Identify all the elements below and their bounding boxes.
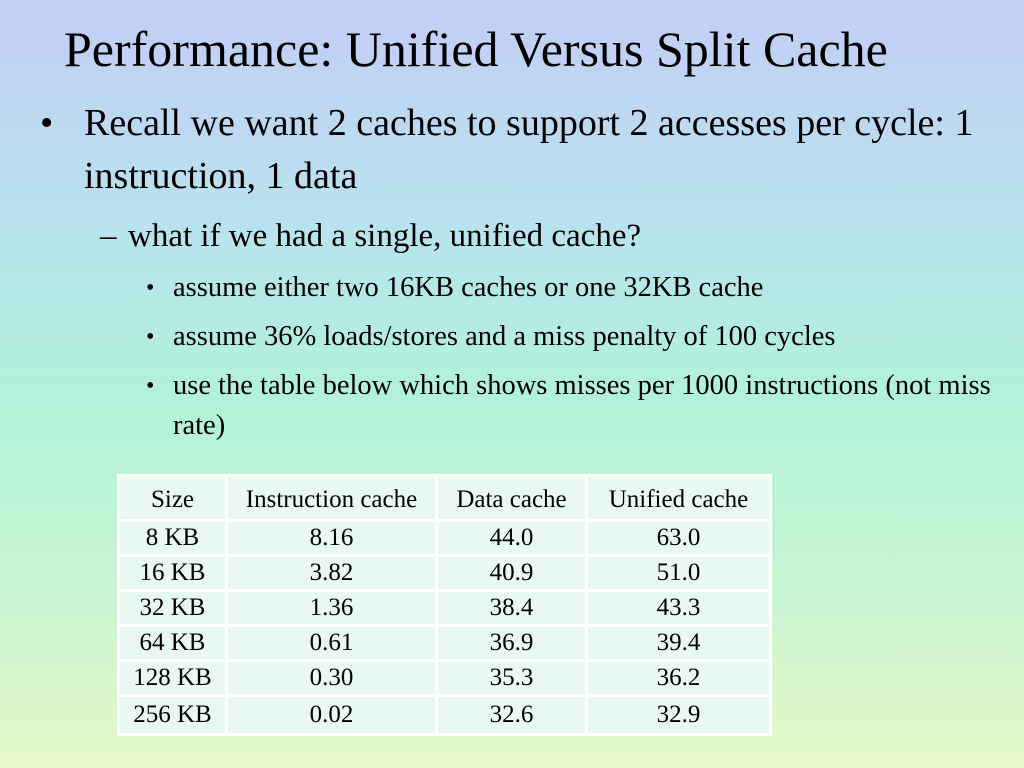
cell-unified: 36.2 (585, 659, 772, 697)
cell-size: 256 KB (117, 694, 228, 736)
table-row: 128 KB 0.30 35.3 36.2 (117, 659, 772, 697)
cell-size: 64 KB (117, 624, 228, 662)
cell-unified: 63.0 (585, 519, 772, 557)
cell-data: 35.3 (435, 659, 588, 697)
bullet-symbol: • (146, 324, 155, 350)
bullet-symbol: • (146, 275, 155, 301)
cell-size: 8 KB (117, 519, 228, 557)
cell-instruction: 1.36 (225, 589, 438, 627)
cell-data: 32.6 (435, 694, 588, 736)
sub-sub-bullet-item: • assume either two 16KB caches or one 3… (146, 268, 1006, 308)
table-row: 32 KB 1.36 38.4 43.3 (117, 589, 772, 627)
cell-instruction: 8.16 (225, 519, 438, 557)
bullet-item: • Recall we want 2 caches to support 2 a… (40, 97, 1010, 203)
cell-instruction: 0.02 (225, 694, 438, 736)
sub-sub-bullet-item: • use the table below which shows misses… (146, 366, 1006, 446)
header-unified-cache: Unified cache (585, 474, 772, 522)
cell-unified: 32.9 (585, 694, 772, 736)
slide-title: Performance: Unified Versus Split Cache (64, 21, 888, 77)
cell-size: 32 KB (117, 589, 228, 627)
bullet-symbol: • (40, 102, 54, 144)
header-instruction-cache: Instruction cache (225, 474, 438, 522)
table-row: 256 KB 0.02 32.6 32.9 (117, 694, 772, 736)
bullet-symbol: • (146, 373, 155, 399)
sub-sub-bullet-text: assume 36% loads/stores and a miss penal… (173, 321, 836, 352)
sub-sub-bullet-text: use the table below which shows misses p… (173, 370, 991, 441)
header-data-cache: Data cache (435, 474, 588, 522)
cell-data: 38.4 (435, 589, 588, 627)
cell-data: 40.9 (435, 554, 588, 592)
sub-sub-bullet-text: assume either two 16KB caches or one 32K… (173, 272, 764, 303)
cell-instruction: 0.30 (225, 659, 438, 697)
sub-bullet-text: what if we had a single, unified cache? (128, 218, 642, 254)
sub-bullet-item: – what if we had a single, unified cache… (100, 216, 1000, 256)
dash-symbol: – (100, 218, 117, 254)
cell-size: 128 KB (117, 659, 228, 697)
misses-table: Size Instruction cache Data cache Unifie… (117, 474, 772, 736)
cell-unified: 51.0 (585, 554, 772, 592)
sub-sub-bullet-item: • assume 36% loads/stores and a miss pen… (146, 317, 1006, 357)
cell-size: 16 KB (117, 554, 228, 592)
table-row: 64 KB 0.61 36.9 39.4 (117, 624, 772, 662)
cell-data: 44.0 (435, 519, 588, 557)
cell-data: 36.9 (435, 624, 588, 662)
bullet-text: Recall we want 2 caches to support 2 acc… (84, 102, 974, 197)
table-row: 16 KB 3.82 40.9 51.0 (117, 554, 772, 592)
cell-unified: 39.4 (585, 624, 772, 662)
table-row: 8 KB 8.16 44.0 63.0 (117, 519, 772, 557)
cell-instruction: 0.61 (225, 624, 438, 662)
cell-instruction: 3.82 (225, 554, 438, 592)
header-size: Size (117, 474, 228, 522)
cell-unified: 43.3 (585, 589, 772, 627)
table-header-row: Size Instruction cache Data cache Unifie… (117, 474, 772, 522)
